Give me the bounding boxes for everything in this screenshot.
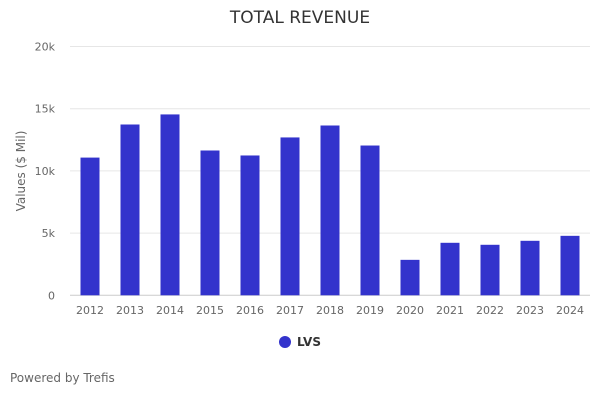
y-tick-label: 15k <box>35 103 56 116</box>
legend[interactable]: LVS <box>0 335 600 349</box>
y-tick-label: 10k <box>35 165 56 178</box>
legend-label-lvs: LVS <box>297 335 321 349</box>
legend-marker-lvs <box>279 336 292 348</box>
powered-by-credit: Powered by Trefis <box>10 371 115 385</box>
x-tick-label: 2022 <box>476 304 504 317</box>
bar-2019 <box>360 145 380 296</box>
x-tick-label: 2024 <box>556 304 584 317</box>
bar-2024 <box>560 235 580 296</box>
x-tick-label: 2020 <box>396 304 424 317</box>
x-tick-label: 2015 <box>196 304 224 317</box>
bar-2015 <box>200 150 220 296</box>
bar-2020 <box>400 259 420 296</box>
bar-2016 <box>240 155 260 296</box>
bar-2021 <box>440 242 460 296</box>
x-tick-label: 2014 <box>156 304 184 317</box>
x-tick-label: 2021 <box>436 304 464 317</box>
bar-2013 <box>120 124 140 296</box>
x-tick-label: 2018 <box>316 304 344 317</box>
bar-2022 <box>480 244 500 296</box>
bar-2012 <box>80 157 100 296</box>
y-tick-label: 20k <box>35 41 56 54</box>
y-tick-label: 0 <box>48 289 55 302</box>
y-tick-label: 5k <box>42 227 56 240</box>
bar-2018 <box>320 125 340 296</box>
bar-2017 <box>280 137 300 296</box>
x-tick-label: 2016 <box>236 304 264 317</box>
x-tick-label: 2012 <box>76 304 104 317</box>
chart-title: TOTAL REVENUE <box>229 8 371 28</box>
x-tick-label: 2017 <box>276 304 304 317</box>
bar-2014 <box>160 114 180 296</box>
y-axis-label: Values ($ Mil) <box>14 131 28 212</box>
x-tick-label: 2023 <box>516 304 544 317</box>
bar-2023 <box>520 240 540 296</box>
x-tick-label: 2013 <box>116 304 144 317</box>
x-tick-label: 2019 <box>356 304 384 317</box>
